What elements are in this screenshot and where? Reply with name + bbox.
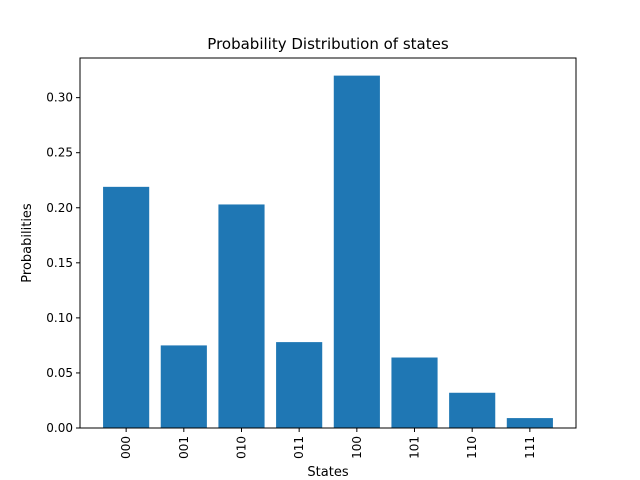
y-axis-ticks: 0.00 0.05 0.10 0.15 0.20 0.25 0.30 xyxy=(46,91,80,435)
bar-110 xyxy=(449,392,496,428)
y-tick-label: 0.30 xyxy=(46,91,73,105)
x-axis-label: States xyxy=(307,465,348,480)
y-tick-label: 0.00 xyxy=(46,421,73,435)
plot-area xyxy=(103,75,553,429)
bar-001 xyxy=(160,345,207,428)
x-tick-label: 100 xyxy=(350,436,364,459)
bar-011 xyxy=(276,342,323,428)
bar-000 xyxy=(103,186,150,428)
plot-frame xyxy=(79,57,577,429)
y-tick-label: 0.25 xyxy=(46,146,73,160)
y-tick-label: 0.15 xyxy=(46,256,73,270)
x-tick-label: 001 xyxy=(177,436,191,459)
y-tick-label: 0.20 xyxy=(46,201,73,215)
x-tick-label: 110 xyxy=(465,436,479,459)
bar-010 xyxy=(218,204,265,428)
y-axis-label: Probabilities xyxy=(20,203,35,283)
y-tick-label: 0.05 xyxy=(46,366,73,380)
x-tick-label: 010 xyxy=(234,436,248,459)
x-tick-label: 011 xyxy=(292,436,306,459)
x-tick-label: 111 xyxy=(523,436,537,459)
y-tick-label: 0.10 xyxy=(46,311,73,325)
bar-111 xyxy=(506,418,553,428)
x-axis-ticks: 000 001 010 011 100 101 110 111 xyxy=(119,428,537,459)
x-tick-label: 000 xyxy=(119,436,133,459)
bar-101 xyxy=(391,357,438,428)
chart-title: Probability Distribution of states xyxy=(207,35,449,53)
x-tick-label: 101 xyxy=(408,436,422,459)
bar-100 xyxy=(333,75,380,429)
